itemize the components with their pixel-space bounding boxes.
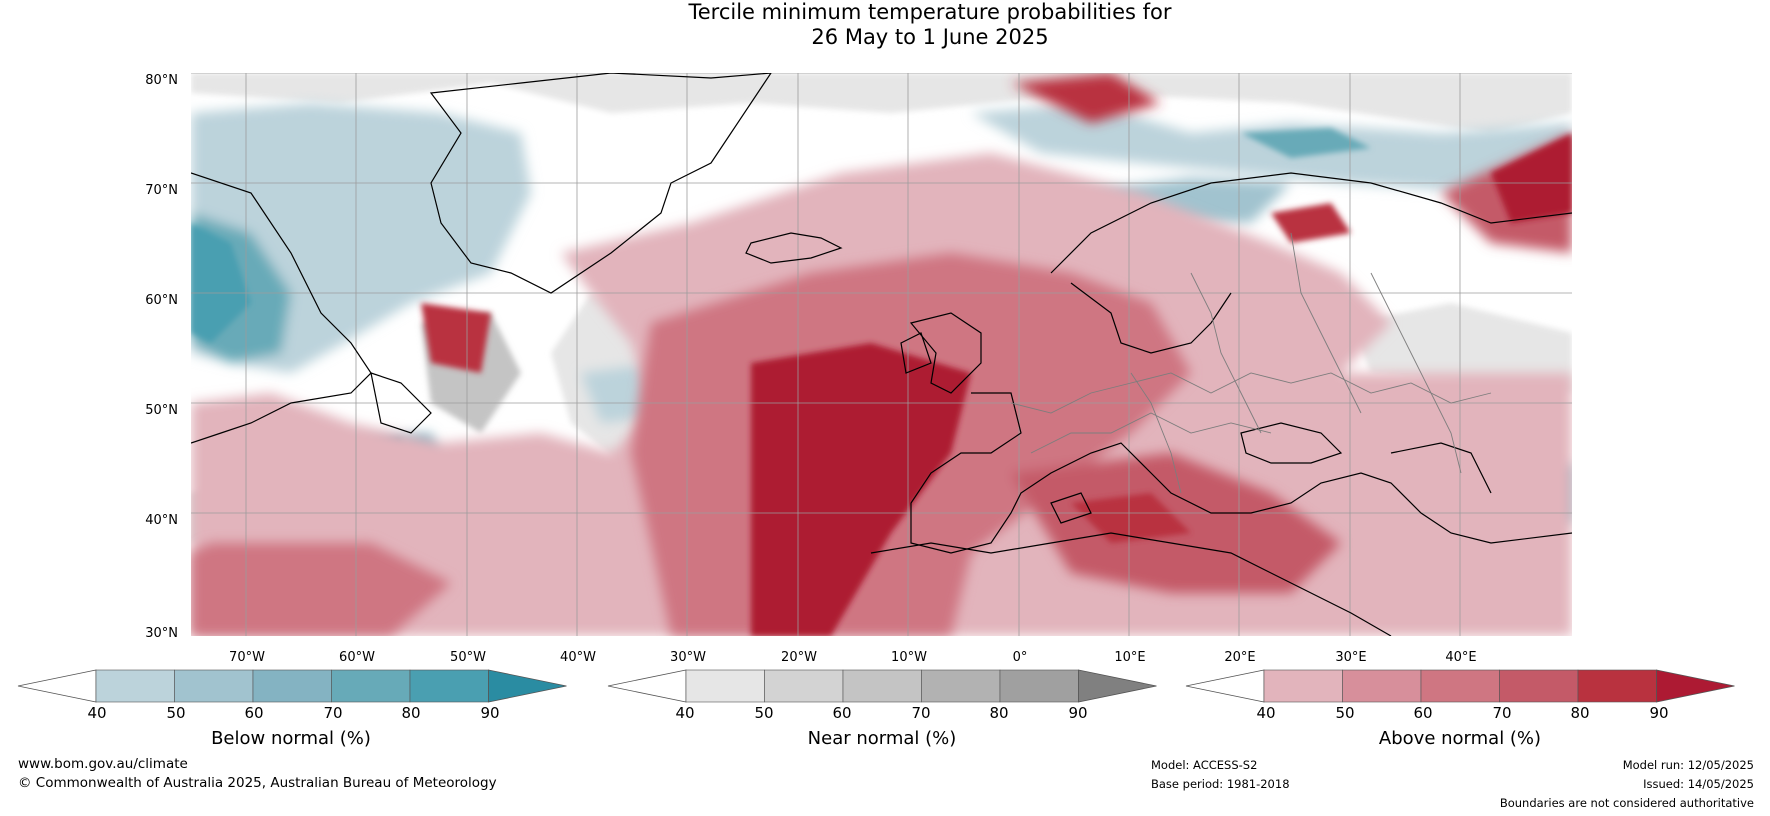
map-region (751, 343, 971, 636)
colorbar-segment (1577, 669, 1657, 703)
lon-label-20e: 20°E (1224, 650, 1256, 665)
lon-label-50w: 50°W (450, 650, 486, 665)
colorbar-tick: 90 (1649, 704, 1669, 722)
colorbar-segment (1263, 669, 1343, 703)
colorbar-tick: 50 (754, 704, 774, 722)
footer-model: Model: ACCESS-S2 (1151, 758, 1258, 772)
colorbar-under-triangle (1185, 669, 1265, 703)
lat-label-50n: 50°N (145, 403, 178, 418)
probability-map (191, 73, 1572, 636)
colorbar-segment (95, 669, 175, 703)
colorbar-tick: 90 (1068, 704, 1088, 722)
colorbar-segment (999, 669, 1079, 703)
title-line-1: Tercile minimum temperature probabilitie… (688, 0, 1172, 24)
colorbar-near-normal: 40 50 60 70 80 90 (607, 668, 1158, 722)
lat-label-80n: 80°N (145, 73, 178, 88)
colorbar-tick: 50 (1335, 704, 1355, 722)
colorbar-segment (1420, 669, 1500, 703)
map-region (191, 73, 1572, 133)
footer-website: www.bom.gov.au/climate (18, 756, 188, 772)
map-region (1071, 493, 1191, 543)
lon-label-30w: 30°W (670, 650, 706, 665)
colorbar-segment (409, 669, 489, 703)
lat-label-30n: 30°N (145, 626, 178, 641)
colorbar-segment (921, 669, 1001, 703)
map-svg (191, 73, 1572, 636)
footer-copyright: © Commonwealth of Australia 2025, Austra… (18, 775, 497, 791)
colorbar-segment (842, 669, 922, 703)
colorbar-below-normal: 40 50 60 70 80 90 (17, 668, 568, 722)
map-title: Tercile minimum temperature probabilitie… (0, 0, 1770, 50)
map-region (1241, 128, 1371, 158)
map-region (1351, 303, 1572, 393)
country-borders (1010, 232, 1492, 494)
colorbar-tick: 50 (166, 704, 186, 722)
lon-label-20w: 20°W (781, 650, 817, 665)
colorbar-segment (331, 669, 411, 703)
colorbar-over-triangle (1078, 669, 1157, 703)
map-region (191, 543, 451, 636)
lon-label-40e: 40°E (1445, 650, 1477, 665)
colorbar-title-below: Below normal (%) (211, 728, 371, 749)
footer-issued: Issued: 14/05/2025 (1643, 777, 1754, 791)
colorbar-segment (764, 669, 844, 703)
colorbar-over-triangle (1656, 669, 1735, 703)
footer-model-run: Model run: 12/05/2025 (1622, 758, 1754, 772)
colorbar-title-above: Above normal (%) (1378, 728, 1542, 749)
colorbar-segment (1342, 669, 1422, 703)
lon-label-60w: 60°W (339, 650, 375, 665)
colorbar-tick: 70 (323, 704, 343, 722)
colorbar-under-triangle (17, 669, 97, 703)
map-region (421, 303, 491, 373)
colorbar-segment (174, 669, 254, 703)
footer-disclaimer: Boundaries are not considered authoritat… (1499, 796, 1754, 810)
map-region (1011, 73, 1161, 123)
colorbar-tick: 40 (87, 704, 107, 722)
colorbar-tick: 90 (480, 704, 500, 722)
colorbar-tick: 70 (911, 704, 931, 722)
lon-label-0: 0° (1012, 650, 1028, 665)
colorbar-tick: 40 (1256, 704, 1276, 722)
coastlines (191, 73, 1572, 636)
colorbar-tick: 70 (1492, 704, 1512, 722)
lon-label-10e: 10°E (1114, 650, 1146, 665)
title-line-2: 26 May to 1 June 2025 (811, 25, 1049, 49)
colorbar-tick: 80 (989, 704, 1009, 722)
colorbar-tick: 40 (675, 704, 695, 722)
lat-label-40n: 40°N (145, 513, 178, 528)
colorbar-tick: 60 (1413, 704, 1433, 722)
lat-label-60n: 60°N (145, 293, 178, 308)
lon-label-40w: 40°W (560, 650, 596, 665)
map-region (1491, 133, 1572, 223)
map-region (191, 223, 251, 343)
footer-base-period: Base period: 1981-2018 (1151, 777, 1290, 791)
graticule (191, 73, 1572, 636)
colorbar-above-normal: 40 50 60 70 80 90 (1185, 668, 1736, 722)
colorbar-tick: 80 (1570, 704, 1590, 722)
lon-label-10w: 10°W (891, 650, 927, 665)
colorbar-over-triangle (488, 669, 567, 703)
colorbar-segment (252, 669, 332, 703)
colorbar-tick: 80 (401, 704, 421, 722)
colorbar-title-near: Near normal (%) (807, 728, 957, 749)
lat-label-70n: 70°N (145, 183, 178, 198)
lon-label-30e: 30°E (1335, 650, 1367, 665)
colorbar-under-triangle (607, 669, 687, 703)
colorbar-segment (1499, 669, 1579, 703)
lon-label-70w: 70°W (229, 650, 265, 665)
colorbar-segment (685, 669, 765, 703)
colorbar-tick: 60 (244, 704, 264, 722)
colorbar-tick: 60 (832, 704, 852, 722)
